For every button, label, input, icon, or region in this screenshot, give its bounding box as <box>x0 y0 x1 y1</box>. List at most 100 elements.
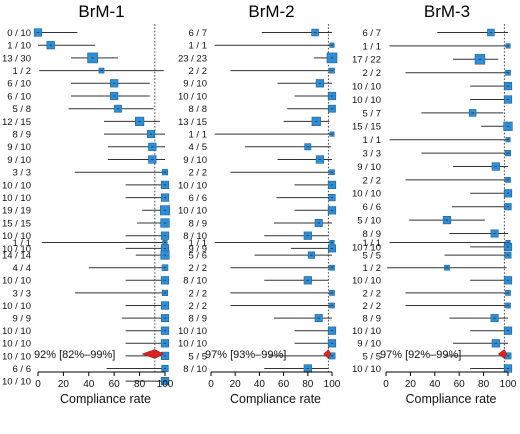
study-label: 10 / 10 <box>352 82 381 93</box>
study-label: 15 / 15 <box>2 218 31 229</box>
study-label: 15 / 15 <box>352 122 381 133</box>
study-label: 5 / 5 <box>363 351 382 362</box>
x-tick-label: 100 <box>500 379 517 390</box>
study-label: 10 / 10 <box>178 91 207 102</box>
study-label: 12 / 15 <box>2 117 31 128</box>
x-tick-label: 0 <box>208 379 214 390</box>
study-label: 8 / 9 <box>363 314 382 325</box>
study-label: 6 / 10 <box>7 79 31 90</box>
study-label: 9 / 9 <box>189 244 208 255</box>
study-label: 5 / 5 <box>363 251 382 262</box>
x-axis-label: Compliance rate <box>230 392 321 406</box>
study-label: 6 / 6 <box>363 202 382 213</box>
study-label: 1 / 1 <box>189 238 208 249</box>
study-label: 10 / 10 <box>178 326 207 337</box>
study-label: 1 / 10 <box>7 41 31 52</box>
x-tick-label: 40 <box>254 379 266 390</box>
study-label: 9 / 10 <box>7 155 31 166</box>
study-label: 10 / 10 <box>2 193 31 204</box>
panel-title: BrM-3 <box>424 2 470 21</box>
study-label: 8 / 9 <box>363 229 382 240</box>
x-tick-label: 100 <box>324 379 341 390</box>
summary-label: 92% [82%–99%] <box>34 349 115 361</box>
study-label: 9 / 10 <box>183 79 207 90</box>
x-tick-label: 20 <box>58 379 70 390</box>
summary-diamond <box>141 349 165 359</box>
study-label: 13 / 30 <box>2 53 31 64</box>
study-label: 4 / 4 <box>13 263 32 274</box>
study-label: 2 / 2 <box>189 301 208 312</box>
x-tick-label: 80 <box>478 379 490 390</box>
x-tick-label: 60 <box>454 379 466 390</box>
study-label: 23 / 23 <box>178 53 207 64</box>
study-label: 2 / 2 <box>189 263 208 274</box>
study-label: 10 / 10 <box>2 231 31 242</box>
study-label: 10 / 10 <box>2 276 31 287</box>
study-label: 1 / 1 <box>189 41 208 52</box>
study-label: 10 / 10 <box>178 180 207 191</box>
x-tick-label: 20 <box>230 379 242 390</box>
study-label: 19 / 19 <box>2 206 31 217</box>
x-tick-label: 40 <box>83 379 95 390</box>
panel-title: BrM-1 <box>78 2 124 21</box>
study-label: 5 / 8 <box>13 104 32 115</box>
study-label: 8 / 10 <box>183 276 207 287</box>
study-label: 10 / 10 <box>2 301 31 312</box>
study-label: 10 / 10 <box>2 244 31 255</box>
study-label: 10 / 10 <box>352 242 381 253</box>
x-tick-label: 0 <box>383 379 389 390</box>
x-tick-label: 80 <box>302 379 314 390</box>
x-tick-label: 100 <box>157 379 174 390</box>
study-label: 8 / 9 <box>13 130 32 141</box>
study-label: 2 / 2 <box>363 288 382 299</box>
study-label: 1 / 2 <box>363 263 382 274</box>
summary-label: 97% [92%–99%] <box>380 349 461 361</box>
study-label: 8 / 9 <box>189 314 208 325</box>
study-label: 9 / 10 <box>357 339 381 350</box>
study-label: 2 / 2 <box>363 68 382 79</box>
x-axis-label: Compliance rate <box>60 392 151 406</box>
study-label: 1 / 1 <box>363 41 382 52</box>
study-label: 5 / 5 <box>189 351 208 362</box>
panel-brm-3: BrM-3 6 / 7 1 / 1 17 / 22 2 / 2 10 / 10 10 / 1… <box>352 2 517 406</box>
study-label: 17 / 22 <box>352 55 381 66</box>
study-label: 6 / 7 <box>363 28 382 39</box>
study-label: 8 / 9 <box>189 218 208 229</box>
study-label: 1 / 2 <box>13 66 32 77</box>
study-label: 9 / 10 <box>183 155 207 166</box>
study-label: 5 / 10 <box>357 216 381 227</box>
study-label: 10 / 10 <box>2 326 31 337</box>
study-label: 10 / 10 <box>2 339 31 350</box>
study-label: 6 / 6 <box>13 364 32 375</box>
study-label: 10 / 10 <box>2 351 31 362</box>
study-label: 10 / 10 <box>352 364 381 375</box>
study-label: 3 / 3 <box>13 288 32 299</box>
study-label: 1 / 1 <box>189 130 208 141</box>
study-label: 0 / 10 <box>7 28 31 39</box>
study-label: 10 / 10 <box>352 189 381 200</box>
study-label: 2 / 2 <box>189 168 208 179</box>
study-label: 9 / 9 <box>13 314 32 325</box>
study-label: 10 / 10 <box>2 377 31 388</box>
panel-title: BrM-2 <box>248 2 294 21</box>
study-label: 1 / 1 <box>363 135 382 146</box>
study-label: 9 / 10 <box>7 142 31 153</box>
study-label: 5 / 7 <box>363 108 382 119</box>
study-label: 10 / 10 <box>2 180 31 191</box>
study-label: 10 / 10 <box>352 95 381 106</box>
x-tick-label: 60 <box>109 379 121 390</box>
study-label: 10 / 10 <box>178 339 207 350</box>
study-label: 3 / 3 <box>363 149 382 160</box>
study-label: 3 / 3 <box>13 168 32 179</box>
study-label: 8 / 8 <box>189 104 208 115</box>
summary-diamond <box>323 349 332 359</box>
x-tick-label: 40 <box>429 379 441 390</box>
study-label: 6 / 7 <box>189 28 208 39</box>
summary-diamond <box>497 349 508 359</box>
study-label: 4 / 5 <box>189 142 208 153</box>
study-label: 10 / 10 <box>178 206 207 217</box>
x-tick-label: 60 <box>278 379 290 390</box>
